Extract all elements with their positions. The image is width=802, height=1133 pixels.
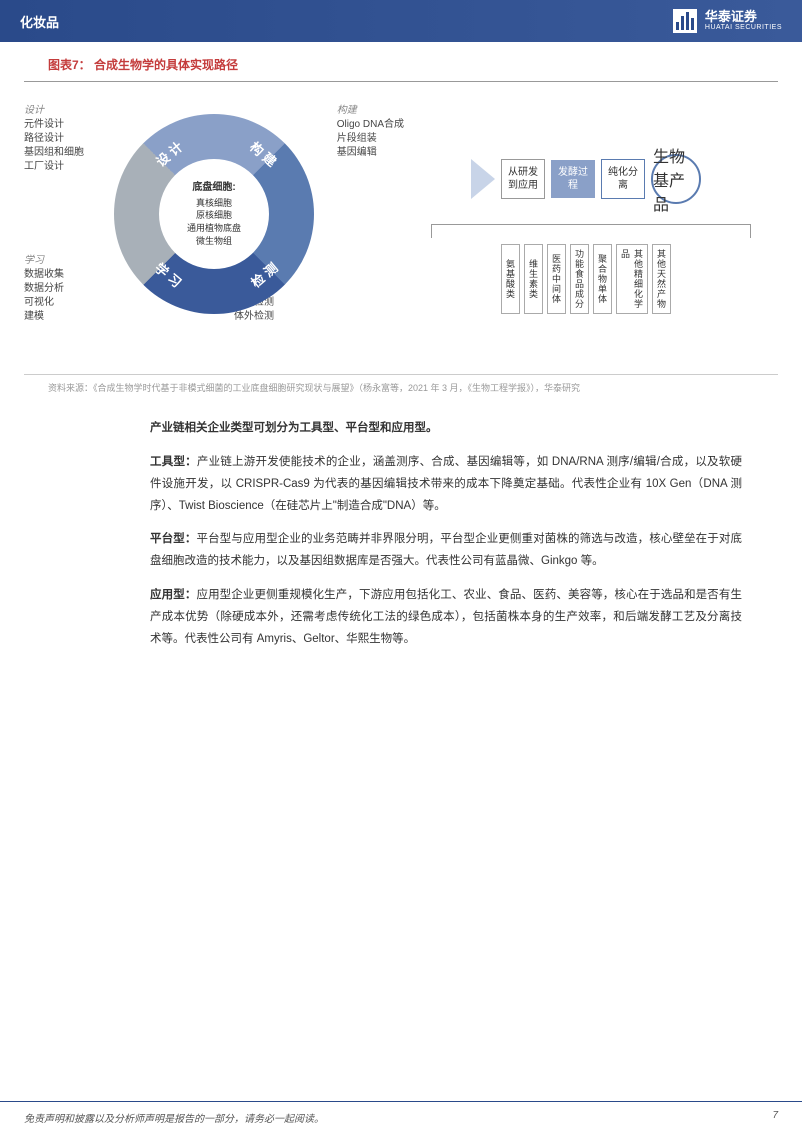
flow-box-ferment: 发酵过程: [551, 160, 595, 198]
flow-box-rd: 从研发到应用: [501, 159, 545, 199]
logo-icon: [673, 9, 697, 33]
output-item: 维生素类: [524, 244, 543, 314]
brand-block: 华泰证券 HUATAI SECURITIES: [673, 9, 782, 33]
output-item: 氨基酸类: [501, 244, 520, 314]
body-text: 产业链相关企业类型可划分为工具型、平台型和应用型。 工具型：产业链上游开发使能技…: [0, 410, 802, 671]
output-item: 聚合物单体: [593, 244, 612, 314]
source-note: 资料来源：《合成生物学时代基于非模式细菌的工业底盘细胞研究现状与展望》（杨永富等…: [24, 374, 778, 410]
side-label-design: 设计 元件设计路径设计 基因组和细胞工厂设计: [24, 104, 84, 174]
arrow-icon: [471, 159, 495, 199]
figure-title: 图表7： 合成生物学的具体实现路径: [48, 56, 238, 73]
output-item: 其他天然产物: [652, 244, 671, 314]
page-header: 化妆品 华泰证券 HUATAI SECURITIES: [0, 0, 802, 42]
side-label-learn: 学习 数据收集数据分析 可视化建模: [24, 254, 64, 324]
donut-ring: 底盘细胞: 真核细胞原核细胞 通用植物底盘微生物组: [114, 114, 314, 314]
donut-diagram: 设计 元件设计路径设计 基因组和细胞工厂设计 构建 Oligo DNA合成片段组…: [24, 94, 384, 354]
output-item: 功能食品成分: [570, 244, 589, 314]
figure-title-row: 图表7： 合成生物学的具体实现路径: [24, 42, 778, 82]
page-footer: 免责声明和披露以及分析师声明是报告的一部分，请务必一起阅读。 7: [0, 1101, 802, 1133]
diagram-container: 设计 元件设计路径设计 基因组和细胞工厂设计 构建 Oligo DNA合成片段组…: [0, 82, 802, 366]
footer-disclaimer: 免责声明和披露以及分析师声明是报告的一部分，请务必一起阅读。: [24, 1110, 324, 1125]
page-number: 7: [772, 1110, 778, 1125]
donut-center: 底盘细胞: 真核细胞原核细胞 通用植物底盘微生物组: [159, 159, 269, 269]
output-item: 其他精细化学品: [616, 244, 648, 314]
side-label-build: 构建 Oligo DNA合成片段组装基因编辑: [337, 104, 404, 160]
flow-box-product: 生物基产品: [651, 154, 701, 204]
flow-box-purify: 纯化分离: [601, 159, 645, 199]
brand-cn: 华泰证券: [705, 10, 782, 24]
output-connector: [431, 224, 751, 238]
flow-diagram: 从研发到应用 发酵过程 纯化分离 生物基产品 氨基酸类 维生素类 医药中间体 功…: [394, 94, 778, 314]
brand-en: HUATAI SECURITIES: [705, 24, 782, 32]
category-label: 化妆品: [20, 12, 59, 31]
output-row: 氨基酸类 维生素类 医药中间体 功能食品成分 聚合物单体 其他精细化学品 其他天…: [501, 244, 671, 314]
output-item: 医药中间体: [547, 244, 566, 314]
